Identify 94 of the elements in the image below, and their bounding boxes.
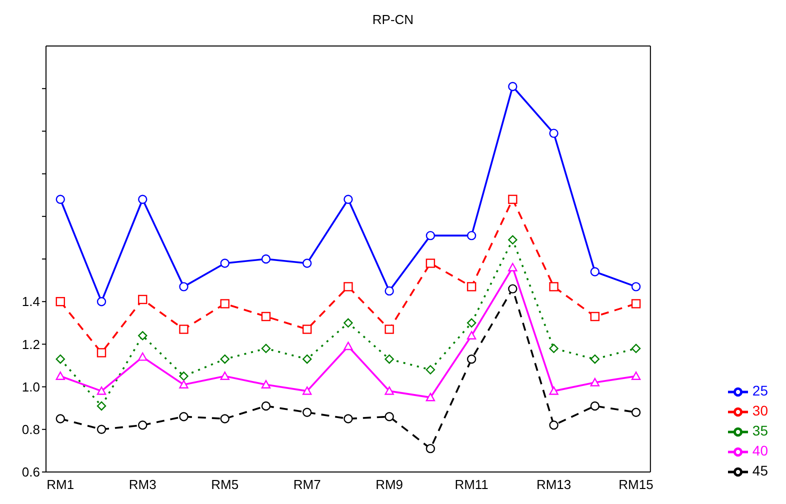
point [138,194,148,204]
y-tick-label: 1.4 [22,294,40,310]
point [384,286,394,296]
point [590,401,600,411]
point [56,372,65,380]
point [508,262,518,272]
point [261,401,271,411]
legend-label: 25 [752,382,768,399]
point [302,258,312,268]
x-tick-label: RM13 [536,477,572,492]
point [549,420,558,430]
point [302,408,312,417]
point [508,235,518,244]
point [220,354,230,364]
point [138,294,148,304]
point [631,372,641,380]
point [384,386,394,395]
x-tick-label: RM11 [454,477,488,492]
legend-label: 40 [752,442,768,459]
point [466,318,476,328]
point [261,344,271,354]
point [466,354,476,364]
point [96,348,106,358]
y-tick-label: 0.6 [22,464,40,480]
point [344,282,353,292]
legend-label: 35 [752,422,768,439]
point [179,380,188,388]
point [96,386,106,395]
point [179,282,188,292]
point [384,354,394,364]
point [179,412,188,422]
point [590,378,600,386]
x-tick-label: RM15 [618,477,654,492]
point [56,414,65,424]
point [549,344,558,354]
point [590,267,600,276]
point [384,324,394,334]
chart-title: RP-CN [371,12,415,27]
point [220,258,230,268]
point [302,386,312,395]
point [220,372,230,380]
point [466,331,476,340]
point [261,380,271,388]
x-tick-label: RM1 [46,477,74,492]
point [508,284,518,294]
point [631,344,641,354]
point [261,254,271,264]
text: 1.0 [22,379,40,394]
point [631,408,641,417]
point [426,444,436,454]
point [590,354,600,364]
point [56,297,65,306]
x-tick-label: RM9 [376,477,404,492]
y-tick-label: 0.8 [22,422,40,438]
point [549,282,558,292]
point [590,312,600,322]
point [426,365,436,374]
point [631,299,641,308]
point [508,194,518,204]
point [96,424,106,434]
point [261,312,271,322]
point [138,331,148,340]
x-tick-label: RM7 [293,477,321,492]
point [344,318,353,328]
point [631,282,641,292]
point [426,258,436,268]
point [56,354,65,364]
point [426,392,436,402]
x-tick-label: RM5 [211,477,239,492]
point [96,401,106,411]
point [344,342,353,350]
point [344,194,353,204]
point [302,324,312,334]
point [508,82,518,92]
point [466,282,476,292]
point [220,299,230,308]
point [220,414,230,424]
point [302,354,312,364]
y-tick-label: 1.2 [22,336,40,352]
point [138,420,148,430]
point [179,372,188,381]
legend-label: 30 [752,402,768,419]
point [384,412,394,422]
legend-label: 45 [752,462,768,479]
point [138,352,148,361]
point [549,386,558,395]
point [96,297,106,306]
point [549,128,558,138]
point [426,230,436,240]
x-tick-label: RM3 [128,477,156,492]
point [344,414,353,424]
point [56,194,65,204]
point [179,324,188,334]
point [466,230,476,240]
